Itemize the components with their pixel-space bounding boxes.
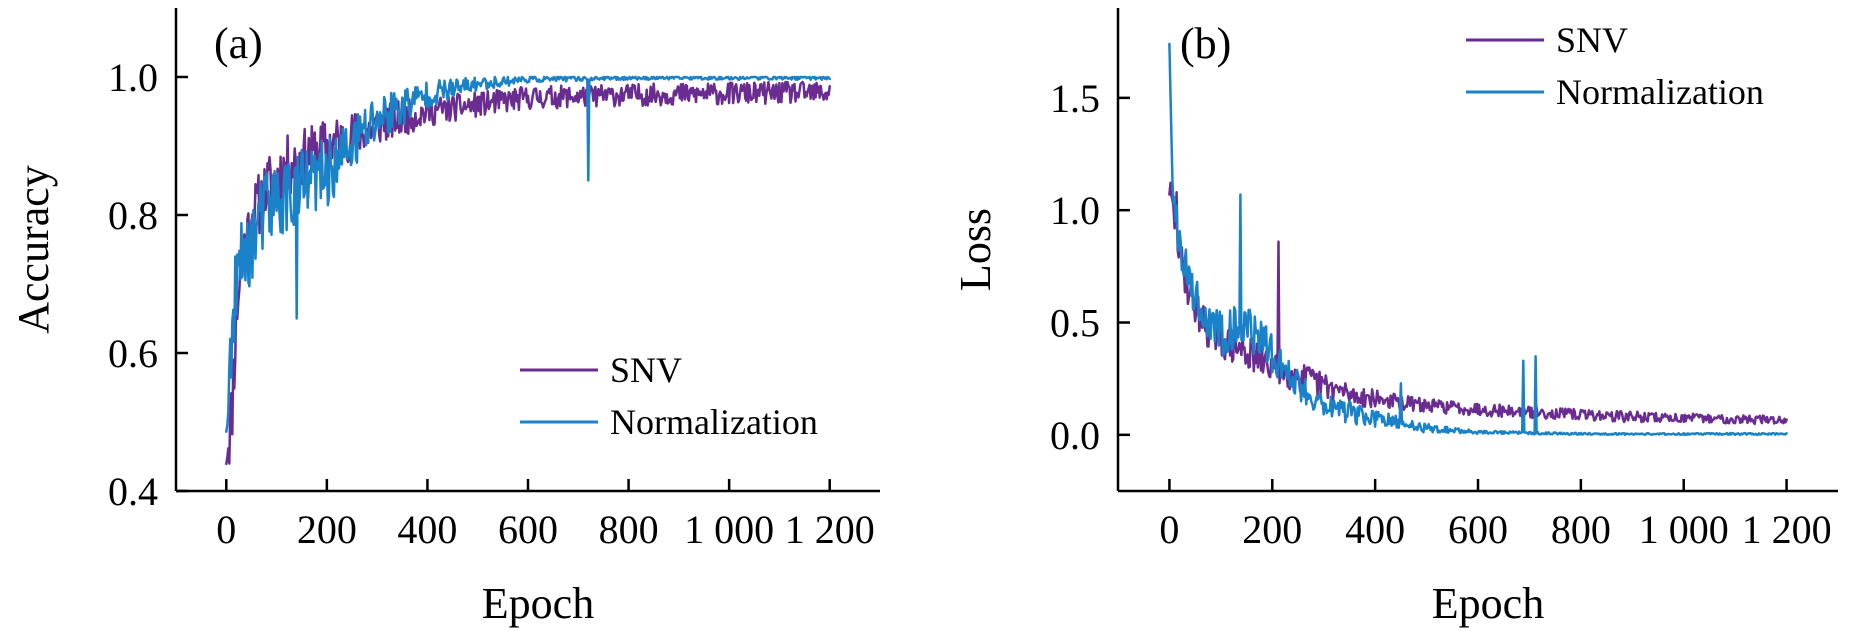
legend: SNV Normalization (1466, 20, 1764, 112)
y-tick-label: 0.4 (108, 469, 158, 514)
legend: SNV Normalization (520, 350, 818, 442)
x-tick-label: 1 200 (785, 507, 875, 552)
legend-label-snv: SNV (1556, 20, 1628, 60)
x-tick-label: 400 (1345, 507, 1405, 552)
legend-label-snv: SNV (610, 350, 682, 390)
legend-label-normalization: Normalization (610, 402, 818, 442)
x-axis-title: Epoch (482, 579, 594, 628)
x-tick-label: 200 (1242, 507, 1302, 552)
x-axis-title: Epoch (1432, 579, 1544, 628)
series-line-snv (1168, 181, 1788, 426)
legend-label-normalization: Normalization (1556, 72, 1764, 112)
y-tick-label: 0.5 (1050, 301, 1100, 346)
x-tick-label: 1 200 (1742, 507, 1832, 552)
panel-label: (a) (214, 19, 263, 68)
x-tick-label: 0 (1159, 507, 1179, 552)
panel-accuracy: 0 200 400 600 800 1 000 1 200 0.4 0.6 0.8 1.0 Epoch… (9, 8, 880, 628)
series-line-normalization (225, 75, 831, 433)
x-tick-label: 600 (1448, 507, 1508, 552)
series-line-snv (225, 80, 831, 466)
y-tick-label: 0.0 (1050, 413, 1100, 458)
x-tick-label: 600 (498, 507, 558, 552)
y-axis-title: Accuracy (9, 165, 58, 334)
y-tick-label: 1.0 (1050, 188, 1100, 233)
series-line-normalization (1168, 42, 1788, 437)
x-tick-label: 0 (216, 507, 236, 552)
panel-loss: 0 200 400 600 800 1 000 1 200 0.0 0.5 1.0 1.5 Epoch… (951, 8, 1838, 628)
x-tick-label: 1 000 (684, 507, 774, 552)
y-tick-label: 0.6 (108, 331, 158, 376)
x-tick-label: 1 000 (1639, 507, 1729, 552)
y-axis-title: Loss (951, 208, 1000, 291)
x-tick-label: 400 (397, 507, 457, 552)
x-tick-label: 800 (599, 507, 659, 552)
y-tick-label: 1.0 (108, 55, 158, 100)
y-tick-label: 0.8 (108, 193, 158, 238)
x-tick-label: 200 (297, 507, 357, 552)
y-tick-label: 1.5 (1050, 76, 1100, 121)
panel-label: (b) (1180, 19, 1231, 68)
x-tick-label: 800 (1551, 507, 1611, 552)
